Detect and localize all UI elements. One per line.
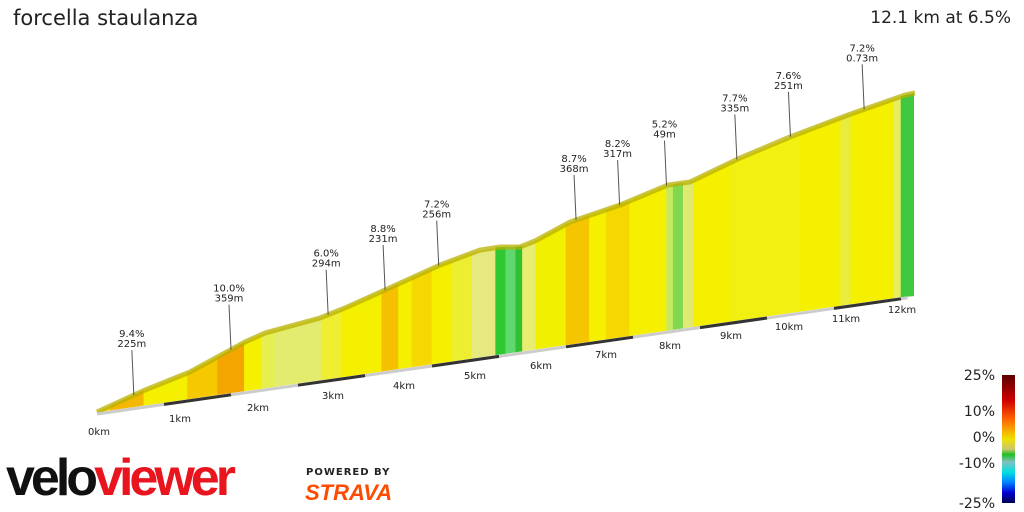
x-tick-label: 4km: [393, 381, 415, 392]
gradient-segment: [431, 260, 453, 365]
climb-summary: 12.1 km at 6.5%: [870, 8, 1011, 28]
annotation-length: 225m: [117, 339, 146, 350]
legend-tick-label: -10%: [959, 456, 995, 472]
gradient-segment: [398, 277, 413, 370]
gradient-segment: [381, 283, 399, 372]
x-tick-label: 5km: [464, 371, 486, 382]
gradient-segment: [495, 246, 507, 356]
x-tick-label: 7km: [595, 350, 617, 361]
profile-top-edge: [95, 90, 916, 415]
x-tick-label: 0km: [88, 427, 110, 438]
km-bar: [833, 297, 902, 310]
annotation-leader-line: [787, 91, 791, 137]
gradient-segment: [666, 183, 674, 331]
gradient-segment: [515, 245, 523, 353]
annotation-leader-line: [131, 350, 135, 396]
annotation-gradient: 6.0%: [313, 249, 338, 260]
annotation-length: 294m: [312, 259, 341, 270]
gradient-segment: [900, 92, 915, 298]
gradient-segment: [850, 98, 895, 305]
km-bar: [565, 335, 634, 349]
annotation-gradient: 7.2%: [849, 43, 874, 54]
powered-by-label: POWERED BY: [306, 467, 391, 478]
gradient-segment: [411, 268, 433, 368]
x-tick-label: 9km: [720, 331, 742, 342]
gradient-segment: [535, 223, 567, 350]
x-tick-label: 10km: [775, 322, 803, 333]
annotation-length: 49m: [653, 130, 675, 141]
x-tick-label: 3km: [322, 391, 344, 402]
annotation-leader-line: [325, 269, 329, 315]
gradient-segment: [321, 308, 342, 381]
annotation-gradient: 7.6%: [776, 71, 801, 82]
annotation-length: 335m: [720, 104, 749, 115]
annotation-leader-line: [382, 244, 386, 290]
annotation-length: 368m: [560, 164, 589, 175]
annotation-gradient: 8.7%: [561, 154, 586, 165]
annotation-gradient: 8.2%: [605, 139, 630, 150]
strava-logo: STRAVA: [305, 480, 393, 505]
gradient-segment: [729, 132, 801, 322]
annotation-length: 0.73m: [846, 53, 878, 64]
gradient-segment: [629, 185, 667, 337]
km-bar: [431, 354, 500, 368]
gradient-segment: [893, 95, 902, 299]
gradient-segment: [605, 200, 630, 340]
gradient-legend-bar: [1002, 375, 1015, 503]
annotation-gradient: 7.7%: [722, 94, 747, 105]
gradient-segment: [451, 252, 473, 362]
gradient-segment: [471, 247, 496, 359]
legend-tick-label: 10%: [964, 404, 995, 420]
x-tick-label: 12km: [888, 305, 916, 316]
gradient-segment: [260, 329, 275, 389]
gradient-segment: [505, 246, 517, 354]
annotation-leader-line: [573, 174, 577, 220]
gradient-segment: [589, 209, 607, 342]
annotation-length: 317m: [603, 149, 632, 160]
x-tick-label: 6km: [530, 361, 552, 372]
gradient-segment: [682, 180, 694, 329]
x-tick-label: 8km: [659, 341, 681, 352]
annotation-gradient: 5.2%: [652, 120, 677, 131]
gradient-segment: [522, 240, 537, 352]
legend-tick-label: 25%: [964, 368, 995, 384]
legend-tick-label: -25%: [959, 496, 995, 512]
annotation-gradient: 10.0%: [213, 284, 245, 295]
annotation-leader-line: [436, 220, 440, 266]
x-tick-label: 2km: [247, 403, 269, 414]
annotation-leader-line: [861, 64, 865, 110]
annotation-length: 359m: [215, 294, 244, 305]
gradient-segment: [672, 182, 684, 330]
baseline: [96, 296, 908, 416]
gradient-segment: [565, 214, 590, 346]
annotation-gradient: 9.4%: [119, 329, 144, 340]
annotation-length: 231m: [369, 234, 398, 245]
annotation-length: 251m: [774, 81, 803, 92]
annotation-gradient: 8.8%: [370, 224, 395, 235]
km-bar: [699, 316, 768, 330]
veloviewer-logo: veloviewer: [6, 449, 236, 507]
gradient-segment: [692, 162, 731, 327]
annotation-leader-line: [664, 140, 667, 186]
annotation-gradient: 7.2%: [424, 200, 449, 211]
gradient-segment: [840, 113, 852, 306]
annotation-leader-line: [734, 114, 738, 160]
annotation-leader-line: [228, 304, 232, 350]
km-bar: [163, 393, 232, 406]
km-bar: [297, 374, 366, 387]
x-tick-label: 1km: [169, 414, 191, 425]
annotation-length: 256m: [422, 210, 451, 221]
legend-tick-label: 0%: [973, 430, 995, 446]
page-title: forcella staulanza: [13, 6, 199, 30]
x-tick-label: 11km: [832, 314, 860, 325]
annotation-leader-line: [617, 160, 621, 206]
gradient-segment: [800, 117, 842, 312]
